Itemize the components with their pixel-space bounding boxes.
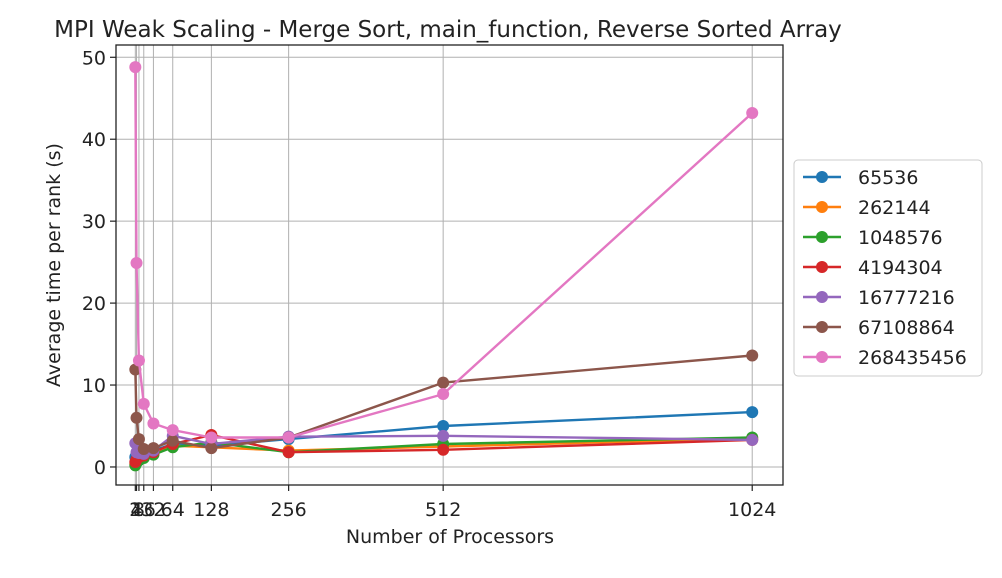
data-point (437, 376, 450, 389)
data-point (129, 61, 142, 74)
legend-marker (816, 321, 828, 333)
data-point (746, 107, 759, 120)
data-point (746, 349, 759, 362)
legend-label: 67108864 (858, 317, 955, 339)
data-point (282, 431, 295, 444)
legend-label: 16777216 (858, 287, 955, 309)
y-tick-label: 0 (94, 457, 106, 479)
legend-label: 268435456 (858, 347, 967, 369)
data-point (147, 417, 160, 430)
data-point (437, 443, 450, 456)
legend-marker (816, 291, 828, 303)
legend-label: 262144 (858, 197, 931, 219)
series-268435456 (129, 61, 759, 444)
legend: 65536 262144 1048576 4194304 16777216 6710886… (793, 159, 983, 377)
data-point (437, 429, 450, 442)
y-tick-label: 50 (82, 47, 106, 69)
data-point (746, 433, 759, 446)
x-tick-label: 16 (132, 499, 156, 521)
grid-layer (116, 45, 783, 485)
legend-marker (816, 351, 828, 363)
y-tick-label: 10 (82, 375, 106, 397)
data-point (437, 420, 450, 433)
y-tick-label: 40 (82, 129, 106, 151)
data-point (132, 354, 145, 367)
y-axis-title: Average time per rank (s) (43, 143, 65, 387)
series-layer (129, 61, 759, 472)
x-tick-label: 512 (425, 499, 461, 521)
x-tick-label: 1024 (728, 499, 776, 521)
legend-label: 1048576 (858, 227, 943, 249)
legend-marker (816, 231, 828, 243)
data-point (437, 388, 450, 401)
legend-frame (793, 159, 983, 377)
data-point (130, 411, 143, 424)
x-tick-label: 32 (141, 499, 165, 521)
data-point (205, 442, 218, 455)
legend-marker (816, 261, 828, 273)
x-tick-label: 8 (133, 499, 145, 521)
legend-marker (816, 171, 828, 183)
y-tick-label: 30 (82, 211, 106, 233)
x-tick-label: 256 (271, 499, 307, 521)
y-tick-label: 20 (82, 293, 106, 315)
x-tick-label: 64 (161, 499, 185, 521)
data-point (147, 442, 160, 455)
data-point (132, 433, 145, 446)
data-point (129, 363, 142, 376)
legend-label: 65536 (858, 167, 918, 189)
data-point (746, 406, 759, 419)
data-point (137, 397, 150, 410)
x-tick-label: 2 (129, 499, 141, 521)
data-point (130, 256, 143, 269)
plot-frame (115, 44, 784, 486)
legend-marker (816, 201, 828, 213)
data-point (166, 434, 179, 447)
chart-title: MPI Weak Scaling - Merge Sort, main_func… (54, 17, 842, 43)
data-point (166, 424, 179, 437)
x-axis-title: Number of Processors (346, 526, 554, 548)
data-point (137, 442, 150, 455)
data-point (282, 446, 295, 459)
series-line (134, 354, 753, 451)
data-point (205, 431, 218, 444)
x-tick-label: 128 (193, 499, 229, 521)
legend-label: 4194304 (858, 257, 943, 279)
series-67108864 (129, 349, 759, 455)
x-tick-label: 4 (130, 499, 142, 521)
series-line (134, 67, 754, 439)
